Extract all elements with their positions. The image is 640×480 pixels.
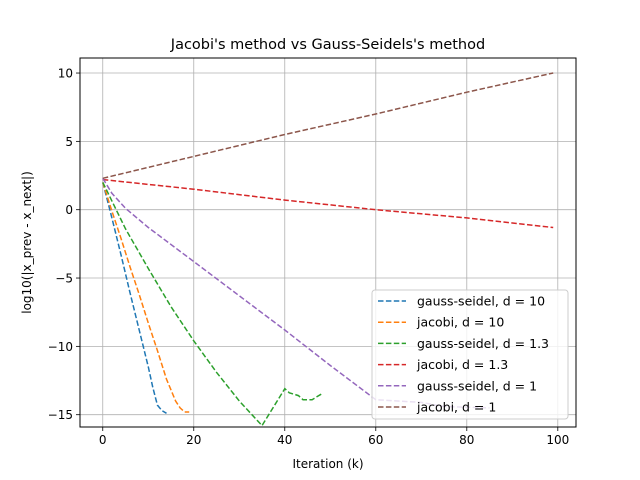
x-tick-label: 40: [277, 433, 292, 447]
x-tick-label: 20: [186, 433, 201, 447]
series-line-3: [102, 182, 322, 427]
legend-label-6: jacobi, d = 1: [416, 400, 496, 415]
x-tick-label: 60: [368, 433, 383, 447]
series-line-1: [102, 182, 167, 414]
x-axis-label: Iteration (k): [292, 457, 363, 471]
legend-label-5: gauss-seidel, d = 1: [417, 378, 537, 393]
legend-label-2: jacobi, d = 10: [416, 315, 504, 330]
y-tick-label: −5: [55, 272, 73, 286]
ticks: 0 20 40 60 80 100 −15 −10 −5 0 5 10: [48, 67, 570, 447]
y-axis-label: log10(|x_prev - x_next|): [20, 171, 34, 314]
x-tick-label: 100: [546, 433, 569, 447]
legend-label-1: gauss-seidel, d = 10: [417, 294, 545, 309]
y-tick-label: 10: [58, 67, 73, 81]
series-line-4: [102, 178, 554, 229]
x-tick-label: 80: [459, 433, 474, 447]
y-tick-label: −15: [48, 408, 73, 422]
y-tick-label: −10: [48, 340, 73, 354]
series-line-6: [102, 72, 554, 180]
chart-title: Jacobi's method vs Gauss-Seidels's metho…: [170, 37, 485, 53]
plot-frame: [79, 57, 577, 428]
legend-label-4: jacobi, d = 1.3: [416, 357, 508, 372]
series-line-2: [102, 182, 190, 413]
legend-label-3: gauss-seidel, d = 1.3: [417, 336, 549, 351]
y-tick-label: 0: [65, 203, 73, 217]
x-tick-label: 0: [99, 433, 107, 447]
legend: gauss-seidel, d = 10 jacobi, d = 10 gauss-…: [371, 289, 569, 420]
series-lines: [102, 72, 554, 427]
series-line-5: [102, 177, 490, 409]
y-tick-label: 5: [65, 135, 73, 149]
legend-box: [371, 289, 569, 420]
